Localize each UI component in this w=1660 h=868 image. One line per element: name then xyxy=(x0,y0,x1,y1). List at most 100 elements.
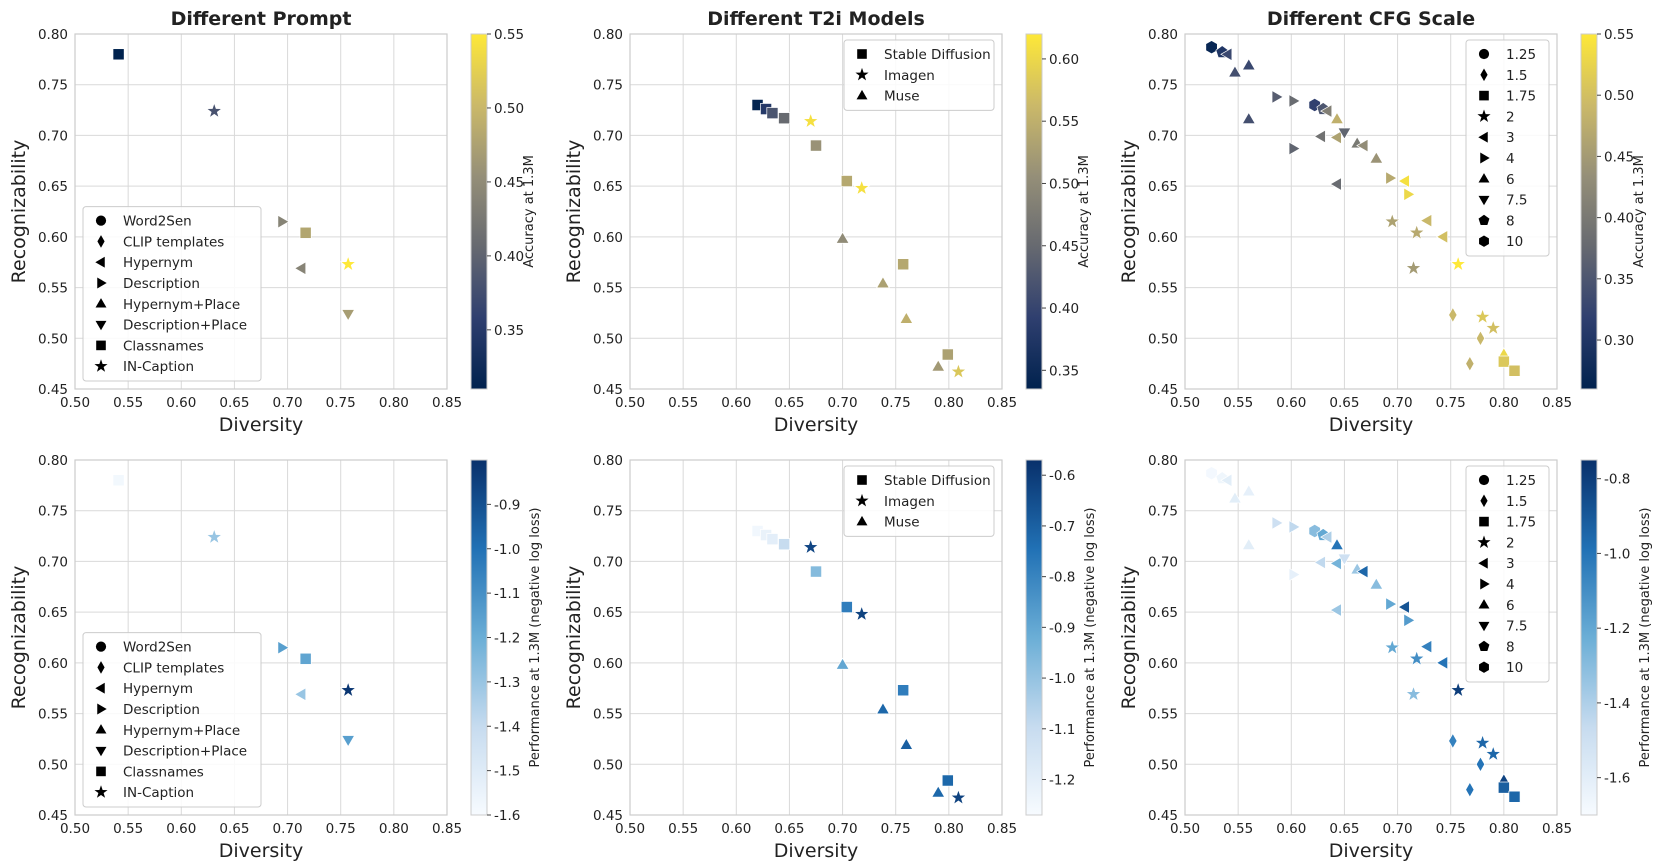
legend: 1.25 1.5 1.75 2 3 4 6 7.5 8 10 xyxy=(1465,465,1550,683)
y-tick-label: 0.70 xyxy=(38,554,68,570)
plot-border xyxy=(629,33,1003,390)
colorbar: 0.35 0.40 0.45 0.50 0.55 Accuracy at 1.3M xyxy=(470,27,537,390)
legend: Word2Sen CLIP templates Hypernym Descriptio… xyxy=(82,206,262,382)
y-axis-label: Recognizability xyxy=(8,566,30,710)
colorbar-tick-label: -1.6 xyxy=(1604,771,1630,787)
y-tick-label: 0.55 xyxy=(1148,707,1178,723)
legend-label: 10 xyxy=(1506,234,1523,250)
y-tick-label: 0.60 xyxy=(593,656,623,672)
colorbar-tick-label: 0.35 xyxy=(1049,363,1079,379)
legend-marker xyxy=(97,277,107,289)
colorbar: -1.6 -1.4 -1.2 -1.0 -0.8 Performance at 1.3M … xyxy=(1580,459,1653,816)
data-point xyxy=(1241,58,1256,71)
data-point xyxy=(1205,466,1218,481)
data-point xyxy=(1397,174,1410,189)
colorbar-gradient xyxy=(470,33,488,390)
data-point xyxy=(1369,151,1384,164)
legend-marker xyxy=(1478,195,1490,206)
legend-label: 1.5 xyxy=(1506,494,1527,510)
chart-title: Different CFG Scale xyxy=(1267,8,1475,30)
x-tick-label: 0.60 xyxy=(721,395,751,411)
legend-label: 1.25 xyxy=(1506,473,1536,489)
data-point xyxy=(1497,355,1510,368)
colorbar-tick-label: 0.35 xyxy=(494,323,524,339)
data-point xyxy=(875,702,890,715)
x-tick-label: 0.70 xyxy=(273,821,303,837)
data-point xyxy=(1419,213,1433,228)
colorbar-tick-label: 0.40 xyxy=(1604,211,1634,227)
data-point xyxy=(899,311,914,324)
colorbar-tick-label: -1.4 xyxy=(1604,696,1630,712)
x-tick-label: 0.65 xyxy=(219,395,249,411)
legend-label: CLIP templates xyxy=(123,660,224,676)
y-tick-label: 0.45 xyxy=(593,808,623,824)
data-point xyxy=(766,533,779,546)
colorbar-label: Performance at 1.3M (negative log loss) xyxy=(528,508,543,768)
panel-6: 0.50 0.55 0.60 0.65 0.70 0.75 0.80 0.850.450.50… xyxy=(1118,453,1653,862)
legend-label: 1.75 xyxy=(1506,515,1536,531)
y-tick-label: 0.50 xyxy=(38,757,68,773)
colorbar-tick-label: 0.45 xyxy=(1604,149,1634,165)
data-point xyxy=(1205,40,1218,55)
legend-label: Classnames xyxy=(123,764,204,780)
legend-marker xyxy=(96,766,106,777)
y-tick-label: 0.55 xyxy=(38,707,68,723)
y-axis-label: Recognizability xyxy=(563,566,585,710)
legend-marker xyxy=(97,235,105,248)
x-tick-label: 0.55 xyxy=(668,821,698,837)
colorbar-tick-label: 0.45 xyxy=(1049,239,1079,255)
data-point xyxy=(1383,638,1401,656)
legend-marker xyxy=(1478,173,1490,183)
y-tick-label: 0.75 xyxy=(38,78,68,94)
x-tick-label: 0.75 xyxy=(326,821,356,837)
x-tick-label: 0.75 xyxy=(881,821,911,837)
legend-label: 1.5 xyxy=(1506,68,1527,84)
x-tick-label: 0.70 xyxy=(828,395,858,411)
y-tick-label: 0.45 xyxy=(1148,808,1178,824)
data-point xyxy=(1435,229,1449,244)
x-tick-label: 0.65 xyxy=(774,395,804,411)
legend-label: 4 xyxy=(1506,577,1515,593)
colorbar-tick-label: 0.30 xyxy=(1604,333,1634,349)
y-tick-label: 0.60 xyxy=(38,230,68,246)
x-tick-label: 0.75 xyxy=(326,395,356,411)
y-tick-label: 0.70 xyxy=(38,128,68,144)
data-point xyxy=(1475,756,1486,773)
colorbar-gradient xyxy=(470,459,488,816)
legend-marker xyxy=(1477,109,1491,122)
y-tick-label: 0.75 xyxy=(593,78,623,94)
x-tick-label: 0.50 xyxy=(1170,821,1200,837)
panel-3: 0.50 0.55 0.60 0.65 0.70 0.75 0.80 0.850.450.50… xyxy=(1118,8,1647,436)
data-point xyxy=(1220,473,1233,488)
legend-marker xyxy=(1480,578,1490,590)
y-tick-label: 0.70 xyxy=(593,554,623,570)
colorbar-tick-label: -0.7 xyxy=(1049,519,1075,535)
x-tick-label: 0.50 xyxy=(60,395,90,411)
data-point xyxy=(1329,556,1342,571)
y-tick-label: 0.75 xyxy=(38,504,68,520)
x-tick-label: 0.60 xyxy=(1276,821,1306,837)
legend-marker xyxy=(1478,599,1490,609)
legend-label: Description+Place xyxy=(123,744,247,760)
y-axis-label: Recognizability xyxy=(1118,566,1140,710)
legend-marker xyxy=(856,89,868,100)
data-point xyxy=(341,309,356,322)
colorbar-tick-label: -1.0 xyxy=(1049,671,1075,687)
data-point xyxy=(1508,364,1521,377)
data-point xyxy=(1404,259,1423,276)
legend-label: Description xyxy=(123,702,200,718)
x-tick-label: 0.85 xyxy=(432,821,462,837)
legend-label: Imagen xyxy=(884,68,935,84)
y-tick-label: 0.80 xyxy=(1148,453,1178,469)
x-tick-label: 0.85 xyxy=(1542,821,1572,837)
legend-marker xyxy=(95,320,107,331)
data-point xyxy=(1320,104,1333,119)
legend-marker xyxy=(857,475,867,485)
legend-marker xyxy=(1478,640,1490,652)
x-tick-label: 0.80 xyxy=(934,821,964,837)
data-point xyxy=(1330,111,1344,124)
legend-label: 3 xyxy=(1506,130,1515,146)
data-point xyxy=(1497,781,1510,794)
data-point xyxy=(299,226,312,239)
legend-label: Description+Place xyxy=(123,318,247,334)
